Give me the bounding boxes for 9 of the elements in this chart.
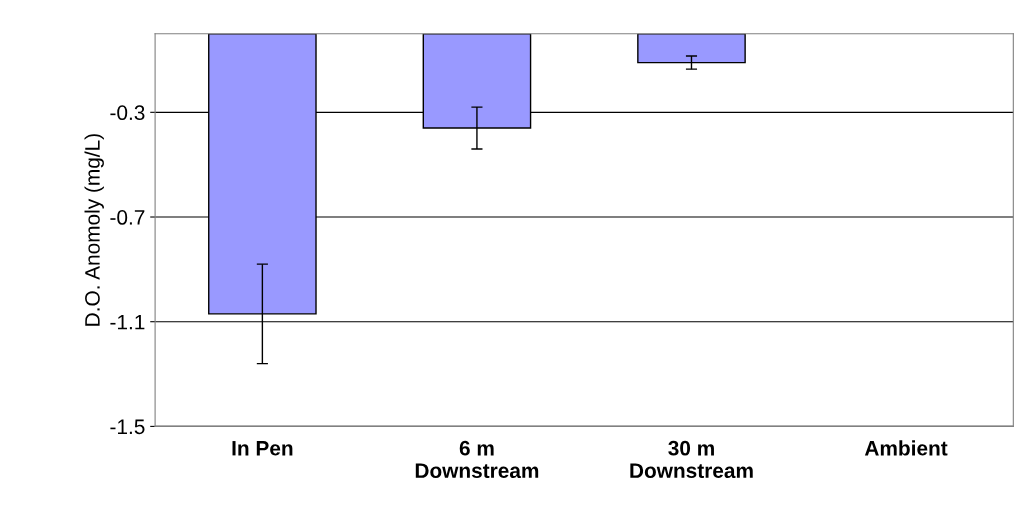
- x-tick-label: 6 m Downstream: [415, 440, 539, 479]
- x-tick-label: Ambient: [864, 440, 948, 456]
- y-tick-label: -0.3: [110, 105, 145, 121]
- y-tick-label: -1.5: [110, 419, 145, 435]
- y-tick-label: -0.7: [110, 210, 145, 225]
- x-tick-label: In Pen: [232, 441, 293, 456]
- x-tick-label: 30 m Downstream: [630, 440, 753, 479]
- y-tick-label: -1.1: [110, 314, 145, 330]
- y-axis-title: D.O. Anomoly (mg/L): [84, 134, 104, 326]
